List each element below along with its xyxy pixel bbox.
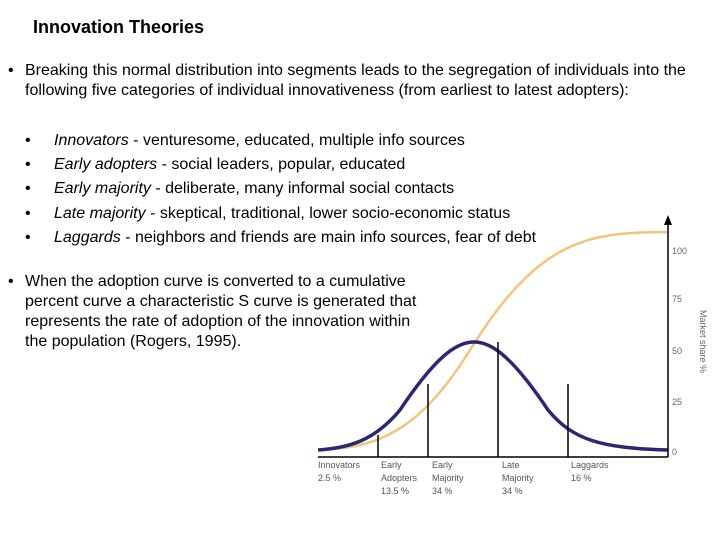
category-desc: - neighbors and friends are main info so… bbox=[120, 229, 537, 246]
bullet-marker: • bbox=[25, 229, 31, 246]
y-tick-25: 25 bbox=[672, 397, 682, 407]
segment-label-innovators: Innovators 2.5 % bbox=[318, 460, 363, 483]
bullet-marker: • bbox=[25, 205, 31, 222]
bullet-marker: • bbox=[25, 156, 31, 173]
category-item-innovators: • Innovators - venturesome, educated, mu… bbox=[8, 131, 608, 151]
y-tick-0: 0 bbox=[672, 447, 677, 457]
y-tick-75: 75 bbox=[672, 294, 682, 304]
bullet-marker: • bbox=[25, 132, 31, 149]
category-desc: - skeptical, traditional, lower socio-ec… bbox=[145, 205, 511, 222]
segment-label-late-majority: Late Majority 34 % bbox=[502, 460, 536, 496]
s-curve bbox=[317, 230, 669, 452]
segment-label-early-majority: Early Majority 34 % bbox=[432, 460, 466, 496]
category-desc: - social leaders, popular, educated bbox=[157, 156, 406, 173]
category-desc: - deliberate, many informal social conta… bbox=[150, 180, 455, 197]
slide-title: Innovation Theories bbox=[33, 17, 205, 37]
category-item-laggards: • Laggards - neighbors and friends are m… bbox=[8, 228, 608, 248]
bullet-text: When the adoption curve is converted to … bbox=[25, 273, 417, 350]
segment-label-laggards: Laggards 16 % bbox=[571, 460, 611, 483]
bullet-marker: • bbox=[8, 273, 14, 290]
category-name: Late majority bbox=[54, 205, 146, 222]
y-axis-label: Market share % bbox=[698, 310, 708, 373]
category-name: Innovators bbox=[54, 132, 129, 149]
category-item-early-adopters: • Early adopters - social leaders, popul… bbox=[8, 155, 608, 175]
category-name: Early majority bbox=[54, 180, 151, 197]
category-desc: - venturesome, educated, multiple info s… bbox=[128, 132, 465, 149]
bullet-marker: • bbox=[8, 62, 14, 79]
segment-label-early-adopters: Early Adopters 13.5 % bbox=[381, 460, 420, 496]
category-name: Early adopters bbox=[54, 156, 158, 173]
y-tick-100: 100 bbox=[672, 246, 687, 256]
y-axis-arrow bbox=[664, 215, 672, 225]
category-name: Laggards bbox=[54, 229, 121, 246]
bell-curve bbox=[317, 340, 669, 452]
y-tick-50: 50 bbox=[672, 346, 682, 356]
category-item-late-majority: • Late majority - skeptical, traditional… bbox=[8, 204, 608, 224]
bullet-marker: • bbox=[25, 180, 31, 197]
bullet-text: Breaking this normal distribution into s… bbox=[25, 62, 686, 99]
category-item-early-majority: • Early majority - deliberate, many info… bbox=[8, 179, 608, 199]
